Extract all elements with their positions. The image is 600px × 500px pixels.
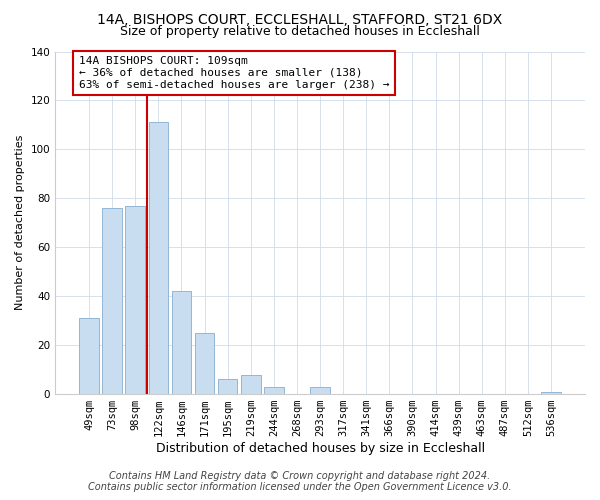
Text: Size of property relative to detached houses in Eccleshall: Size of property relative to detached ho…	[120, 25, 480, 38]
Bar	[149, 122, 168, 394]
Text: Contains HM Land Registry data © Crown copyright and database right 2024.
Contai: Contains HM Land Registry data © Crown c…	[88, 471, 512, 492]
Bar	[172, 292, 191, 394]
Bar	[541, 392, 561, 394]
Y-axis label: Number of detached properties: Number of detached properties	[15, 135, 25, 310]
Bar	[125, 206, 145, 394]
X-axis label: Distribution of detached houses by size in Eccleshall: Distribution of detached houses by size …	[155, 442, 485, 455]
Bar	[310, 386, 330, 394]
Bar	[264, 386, 284, 394]
Bar	[195, 333, 214, 394]
Bar	[218, 380, 238, 394]
Text: 14A, BISHOPS COURT, ECCLESHALL, STAFFORD, ST21 6DX: 14A, BISHOPS COURT, ECCLESHALL, STAFFORD…	[97, 12, 503, 26]
Text: 14A BISHOPS COURT: 109sqm
← 36% of detached houses are smaller (138)
63% of semi: 14A BISHOPS COURT: 109sqm ← 36% of detac…	[79, 56, 389, 90]
Bar	[241, 374, 260, 394]
Bar	[79, 318, 99, 394]
Bar	[103, 208, 122, 394]
